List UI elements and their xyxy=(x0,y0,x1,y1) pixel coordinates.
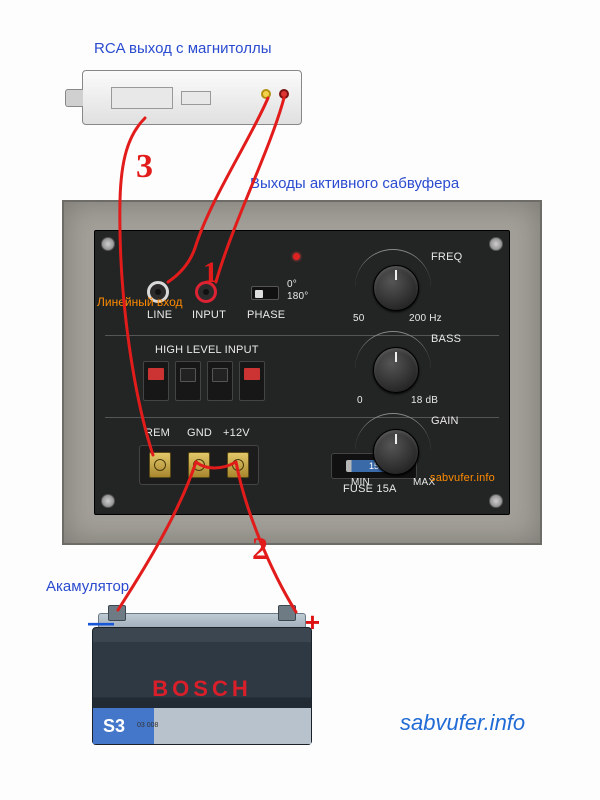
battery-body: BOSCH S3 03 008 xyxy=(92,627,312,745)
terminal-gnd xyxy=(188,452,210,478)
minus-sign: — xyxy=(88,607,114,638)
hli-clip xyxy=(175,361,201,401)
phase-switch xyxy=(251,286,279,300)
battery-terminal-pos xyxy=(278,605,296,621)
battery-label: Акамулятор xyxy=(46,578,129,595)
amp-face: LINE INPUT PHASE 0° 180° HIGH LEVEL INPU… xyxy=(94,230,510,515)
hli-label: HIGH LEVEL INPUT xyxy=(155,344,259,356)
head-unit xyxy=(82,70,302,125)
amp-title-label: Выходы активного сабвуфера xyxy=(250,175,459,192)
watermark-inline: sabvufer.info xyxy=(430,472,495,484)
head-unit-rca-l xyxy=(261,89,271,99)
gain-min: MIN xyxy=(351,477,370,488)
battery-code: 03 008 xyxy=(137,722,158,730)
bass-min: 0 xyxy=(357,395,363,406)
terminal-12v xyxy=(227,452,249,478)
freq-name: FREQ xyxy=(431,251,462,263)
p12v-label: +12V xyxy=(223,427,250,439)
gain-name: GAIN xyxy=(431,415,459,427)
screw-icon xyxy=(489,237,503,251)
freq-min: 50 xyxy=(353,313,365,324)
battery: BOSCH S3 03 008 — + xyxy=(92,605,312,745)
battery-brand: BOSCH xyxy=(152,676,251,702)
head-unit-notch xyxy=(65,89,83,107)
terminal-rem xyxy=(149,452,171,478)
screw-icon xyxy=(101,494,115,508)
rem-label: REM xyxy=(145,427,170,439)
hli-clip xyxy=(143,361,169,401)
battery-strip: S3 03 008 xyxy=(93,708,311,744)
bass-max: 18 dB xyxy=(411,395,438,406)
watermark: sabvufer.info xyxy=(400,710,525,736)
screw-icon xyxy=(489,494,503,508)
hli-clip xyxy=(239,361,265,401)
gain-knob xyxy=(373,429,419,475)
screw-icon xyxy=(101,237,115,251)
annot-2: 2 xyxy=(252,530,268,567)
head-unit-rca-r xyxy=(279,89,289,99)
gnd-label: GND xyxy=(187,427,212,439)
plus-sign: + xyxy=(305,607,320,638)
power-led-icon xyxy=(293,253,300,260)
annot-1: 1 xyxy=(203,256,218,290)
power-terminal-block xyxy=(139,445,259,485)
freq-max: 200 Hz xyxy=(409,313,442,324)
battery-series: S3 xyxy=(103,716,125,737)
phase-0-label: 0° xyxy=(287,279,297,290)
head-unit-harness xyxy=(111,87,173,109)
bass-knob xyxy=(373,347,419,393)
bass-name: BASS xyxy=(431,333,461,345)
subwoofer-panel: LINE INPUT PHASE 0° 180° HIGH LEVEL INPU… xyxy=(62,200,542,545)
line-in-annot: Линейный вход xyxy=(97,295,183,309)
hli-clip xyxy=(207,361,233,401)
annot-3: 3 xyxy=(136,148,153,186)
high-level-input xyxy=(143,361,265,401)
rca-title-label: RCA выход с магнитоллы xyxy=(94,40,271,57)
phase-label: PHASE xyxy=(247,309,285,321)
input-label: INPUT xyxy=(192,309,226,321)
phase-180-label: 180° xyxy=(287,291,308,302)
head-unit-slot xyxy=(181,91,211,105)
line-label: LINE xyxy=(147,309,172,321)
freq-knob xyxy=(373,265,419,311)
